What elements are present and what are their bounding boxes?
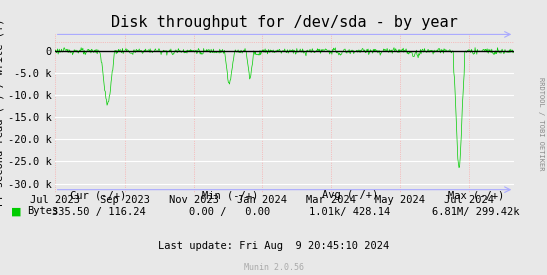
Text: Bytes: Bytes [27,207,59,216]
Title: Disk throughput for /dev/sda - by year: Disk throughput for /dev/sda - by year [111,15,458,31]
Text: RRDTOOL / TOBI OETIKER: RRDTOOL / TOBI OETIKER [538,77,544,170]
Text: 335.50 / 116.24: 335.50 / 116.24 [51,207,146,216]
Y-axis label: Pr second read (-) / write (+): Pr second read (-) / write (+) [0,19,4,207]
Text: 1.01k/ 428.14: 1.01k/ 428.14 [310,207,391,216]
Text: Last update: Fri Aug  9 20:45:10 2024: Last update: Fri Aug 9 20:45:10 2024 [158,241,389,251]
Text: Max (-/+): Max (-/+) [448,190,504,200]
Text: Avg (-/+): Avg (-/+) [322,190,378,200]
Text: Cur (-/+): Cur (-/+) [71,190,126,200]
Text: Munin 2.0.56: Munin 2.0.56 [243,263,304,271]
Text: 0.00 /   0.00: 0.00 / 0.00 [189,207,270,216]
Text: ■: ■ [11,207,21,216]
Text: Min (-/+): Min (-/+) [202,190,258,200]
Text: 6.81M/ 299.42k: 6.81M/ 299.42k [432,207,520,216]
